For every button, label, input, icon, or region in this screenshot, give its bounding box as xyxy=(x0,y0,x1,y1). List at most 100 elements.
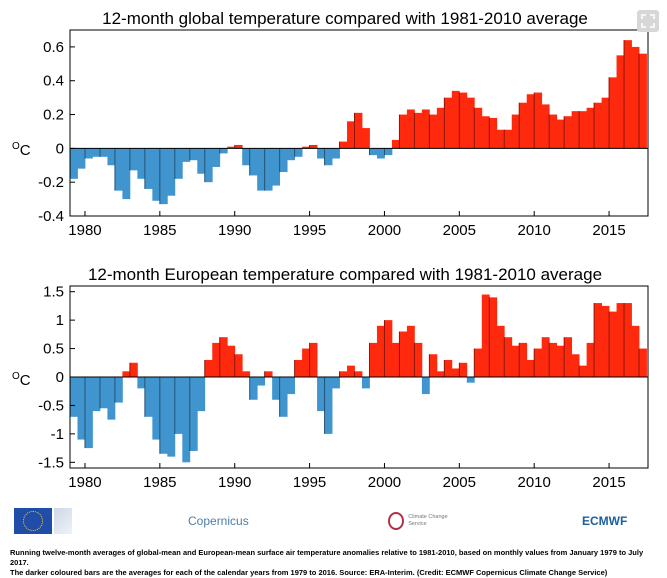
bar xyxy=(189,377,198,451)
bar xyxy=(107,377,116,420)
bar xyxy=(204,148,213,183)
bar xyxy=(376,148,385,159)
bar xyxy=(197,377,206,412)
bar xyxy=(429,114,438,149)
bar xyxy=(317,148,325,159)
bar xyxy=(92,377,101,412)
bar xyxy=(414,342,423,378)
y-tick-label: 0.5 xyxy=(43,341,64,358)
bar xyxy=(391,139,400,149)
bar xyxy=(212,148,221,167)
bar xyxy=(309,342,318,378)
bar xyxy=(287,148,296,161)
bar xyxy=(339,141,348,149)
bar xyxy=(361,377,370,389)
y-axis-label: OC xyxy=(12,141,31,159)
x-tick-label: 2010 xyxy=(518,222,551,239)
bar xyxy=(212,342,221,378)
bar xyxy=(444,359,453,377)
bar xyxy=(197,148,206,174)
bar xyxy=(129,362,138,377)
global-temperature-chart: 12-month global temperature compared wit… xyxy=(12,9,649,239)
bar xyxy=(549,114,558,149)
c3s-logo-icon xyxy=(388,512,405,530)
y-tick-label: -0.2 xyxy=(38,174,64,191)
bar xyxy=(564,116,573,149)
bar xyxy=(579,111,588,149)
caption-line-1: Running twelve-month averages of global-… xyxy=(10,548,644,567)
bar xyxy=(556,345,565,377)
expand-icon xyxy=(641,14,655,28)
bar xyxy=(466,377,475,383)
logo-strip: Copernicus Climate Change Service ECMWF xyxy=(0,500,667,542)
bar xyxy=(474,348,483,377)
y-tick-label: 1 xyxy=(56,312,64,329)
bar xyxy=(571,354,580,377)
bar xyxy=(406,325,415,377)
bar xyxy=(234,144,243,149)
eu-logo xyxy=(14,500,80,542)
bar xyxy=(107,148,116,166)
bar xyxy=(496,325,505,377)
bar xyxy=(436,107,445,149)
bar xyxy=(489,297,498,378)
y-tick-label: 0 xyxy=(56,140,64,157)
bar xyxy=(354,112,363,149)
bar xyxy=(556,119,565,149)
bar xyxy=(70,148,78,179)
bar xyxy=(174,377,183,434)
bar xyxy=(481,116,490,149)
bar xyxy=(114,148,123,191)
bar xyxy=(594,303,602,377)
bar xyxy=(219,337,228,377)
x-tick-label: 2015 xyxy=(592,474,625,491)
bar xyxy=(204,359,213,377)
bar xyxy=(624,40,632,149)
y-tick-label: 1.5 xyxy=(43,284,64,301)
bar xyxy=(511,114,520,149)
bar xyxy=(234,354,243,377)
bar xyxy=(444,97,453,149)
x-tick-label: 1995 xyxy=(293,222,326,239)
plot-frame xyxy=(69,29,649,217)
bar xyxy=(272,377,281,400)
bar xyxy=(279,148,288,173)
bar xyxy=(369,342,378,378)
bar xyxy=(526,94,535,149)
bar xyxy=(84,148,93,159)
bar xyxy=(474,107,483,149)
bar xyxy=(294,359,303,377)
bar xyxy=(302,348,310,377)
bar xyxy=(616,303,625,377)
bar xyxy=(99,377,108,409)
y-tick-label: -0.4 xyxy=(38,208,64,225)
bar xyxy=(489,117,498,149)
bar xyxy=(227,345,236,377)
bar xyxy=(399,114,408,149)
bar xyxy=(152,148,161,201)
figure-caption: Running twelve-month averages of global-… xyxy=(10,548,660,578)
bar xyxy=(242,148,251,166)
bar xyxy=(249,148,258,176)
bar xyxy=(114,377,123,403)
bar xyxy=(324,377,333,434)
bar xyxy=(339,371,348,377)
bar xyxy=(541,337,550,377)
bar xyxy=(624,303,632,377)
bar xyxy=(571,111,580,149)
bar xyxy=(347,365,355,378)
bar xyxy=(219,148,228,154)
bar xyxy=(264,371,273,377)
bar xyxy=(579,365,588,378)
bar xyxy=(182,377,191,463)
bar xyxy=(77,377,86,440)
bar xyxy=(376,325,385,377)
bar xyxy=(639,348,647,377)
european-temperature-chart: 12-month European temperature compared w… xyxy=(12,265,649,491)
bar xyxy=(639,53,647,149)
x-tick-label: 2000 xyxy=(368,474,401,491)
bar xyxy=(519,342,528,378)
x-tick-label: 1990 xyxy=(218,474,251,491)
expand-button[interactable] xyxy=(637,10,659,32)
ecmwf-logo: ECMWF xyxy=(582,500,652,542)
